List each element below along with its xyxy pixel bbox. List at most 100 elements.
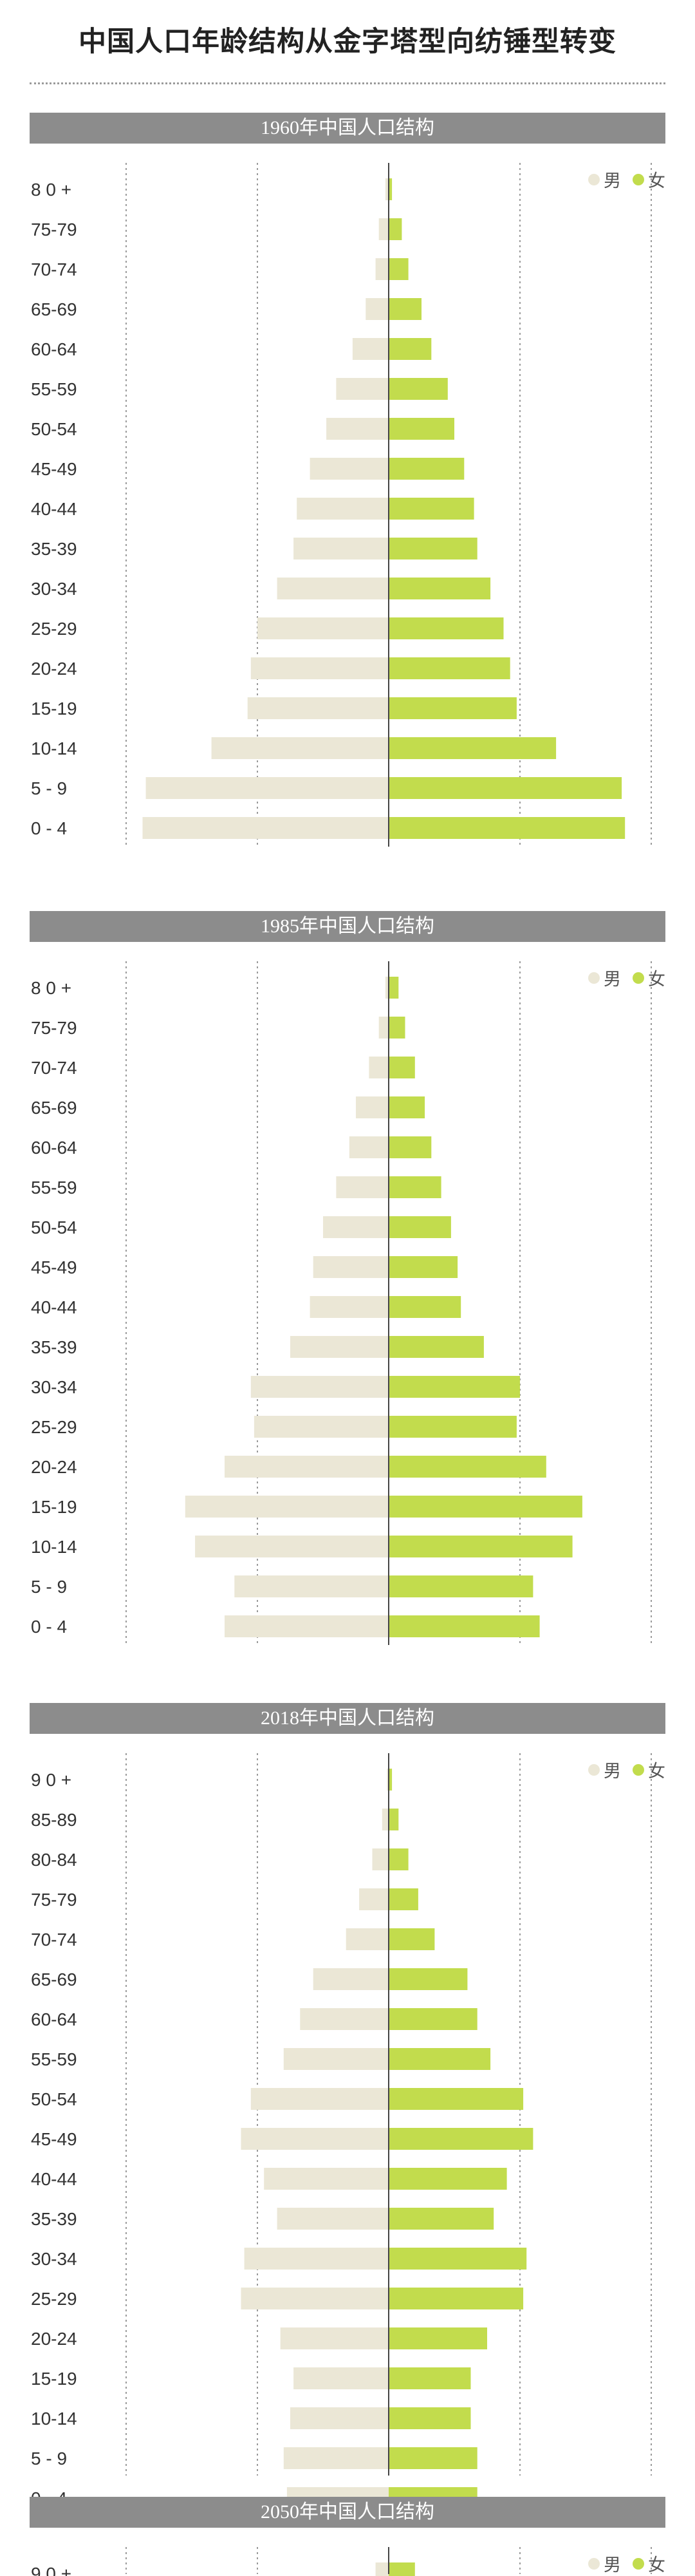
- bar-female: [389, 1057, 415, 1078]
- age-group-label: 60-64: [31, 2009, 77, 2029]
- age-group-label: 35-39: [31, 1337, 77, 1357]
- age-group-label: 5 - 9: [31, 1577, 67, 1597]
- bar-male: [250, 657, 389, 679]
- bar-male: [382, 1809, 389, 1830]
- bar-male: [310, 458, 389, 480]
- bar-female: [389, 498, 474, 520]
- bar-male: [356, 1096, 389, 1118]
- male-swatch: [588, 972, 600, 984]
- age-group-label: 40-44: [31, 1297, 77, 1317]
- bar-female: [389, 2128, 533, 2150]
- bar-female: [389, 1256, 458, 1278]
- age-group-label: 15-19: [31, 2369, 77, 2389]
- age-group-label: 70-74: [31, 1058, 77, 1078]
- bar-female: [389, 2367, 471, 2389]
- bar-female: [389, 338, 432, 360]
- bar-male: [241, 2288, 389, 2309]
- pyramid-chart: 9 0 + 85-89 80-84 75-79 70-74 65-69 60-64 55-59…: [31, 1753, 652, 2509]
- bar-male: [378, 1017, 389, 1039]
- age-group-label: 9 0 +: [31, 2564, 71, 2576]
- bar-male: [211, 737, 389, 759]
- age-group-label: 45-49: [31, 459, 77, 479]
- legend: 男女: [588, 167, 665, 192]
- bar-female: [389, 458, 465, 480]
- chart-title: 1985年中国人口结构: [30, 911, 665, 942]
- age-group-label: 35-39: [31, 539, 77, 559]
- age-group-label: 30-34: [31, 2249, 77, 2269]
- bar-male: [293, 2367, 389, 2389]
- pyramid-chart: 8 0 + 75-79 70-74 65-69 60-64 55-59 50-54 45-49…: [31, 961, 652, 1645]
- bar-male: [293, 538, 389, 559]
- bar-female: [389, 1136, 432, 1158]
- age-group-label: 0 - 4: [31, 1617, 67, 1637]
- bar-male: [145, 777, 389, 799]
- age-group-label: 55-59: [31, 1178, 77, 1198]
- bar-male: [234, 1575, 389, 1597]
- age-group-label: 65-69: [31, 1970, 77, 1989]
- bar-female: [389, 1176, 441, 1198]
- bar-female: [389, 617, 504, 639]
- bar-male: [375, 2562, 389, 2576]
- age-group-label: 75-79: [31, 1890, 77, 1910]
- legend-male-label: 男: [604, 1762, 621, 1782]
- age-group-label: 10-14: [31, 1537, 77, 1557]
- bar-female: [389, 1575, 533, 1597]
- bar-male: [290, 1336, 389, 1358]
- age-group-label: 80-84: [31, 1850, 77, 1870]
- bar-male: [225, 1456, 389, 1478]
- bar-male: [280, 2327, 389, 2349]
- female-swatch: [633, 2557, 644, 2570]
- bar-male: [310, 1296, 389, 1318]
- chart-title: 1960年中国人口结构: [30, 113, 665, 144]
- bar-female: [389, 1096, 425, 1118]
- age-group-label: 8 0 +: [31, 978, 71, 998]
- bar-male: [244, 2248, 389, 2270]
- age-group-label: 15-19: [31, 699, 77, 719]
- bar-female: [389, 258, 409, 280]
- bar-male: [300, 2008, 389, 2030]
- age-group-label: 65-69: [31, 299, 77, 319]
- bar-male: [283, 2447, 389, 2469]
- bar-male: [336, 378, 389, 400]
- bar-male: [313, 1968, 389, 1990]
- bar-male: [372, 1848, 389, 1870]
- bar-female: [389, 418, 454, 440]
- bar-female: [389, 298, 422, 320]
- bar-female: [389, 1216, 451, 1238]
- age-group-label: 10-14: [31, 2409, 77, 2429]
- age-group-label: 45-49: [31, 2129, 77, 2149]
- bar-male: [387, 1769, 389, 1791]
- age-group-label: 55-59: [31, 379, 77, 399]
- bar-female: [389, 1769, 393, 1791]
- bar-female: [389, 2088, 524, 2110]
- bar-male: [326, 418, 389, 440]
- page-title: 中国人口年龄结构从金字塔型向纺锤型转变: [79, 26, 616, 58]
- age-group-label: 30-34: [31, 1377, 77, 1397]
- bar-female: [389, 2208, 494, 2230]
- pyramid-section: 1985年中国人口结构男女 8 0 +75-79 70-74 65-69 60-64 55…: [0, 911, 695, 1671]
- bar-male: [264, 2168, 389, 2190]
- age-group-label: 25-29: [31, 1417, 77, 1437]
- age-group-label: 30-34: [31, 579, 77, 599]
- age-group-label: 25-29: [31, 619, 77, 639]
- bar-female: [389, 2407, 471, 2429]
- bar-male: [283, 2048, 389, 2070]
- bar-female: [389, 378, 448, 400]
- bar-male: [257, 617, 389, 639]
- bar-female: [389, 977, 399, 999]
- bar-female: [389, 2008, 477, 2030]
- age-group-label: 85-89: [31, 1810, 77, 1830]
- bar-female: [389, 1496, 582, 1518]
- age-group-label: 45-49: [31, 1257, 77, 1277]
- male-swatch: [588, 2557, 600, 2570]
- bar-female: [389, 1416, 517, 1438]
- bar-male: [385, 977, 389, 999]
- bar-female: [389, 1809, 399, 1830]
- age-group-label: 5 - 9: [31, 2449, 67, 2468]
- bar-female: [389, 1336, 484, 1358]
- chart-title: 2018年中国人口结构: [30, 1703, 665, 1734]
- bar-female: [389, 1888, 418, 1910]
- age-group-label: 20-24: [31, 659, 77, 679]
- male-swatch: [588, 1763, 600, 1776]
- bar-male: [349, 1136, 389, 1158]
